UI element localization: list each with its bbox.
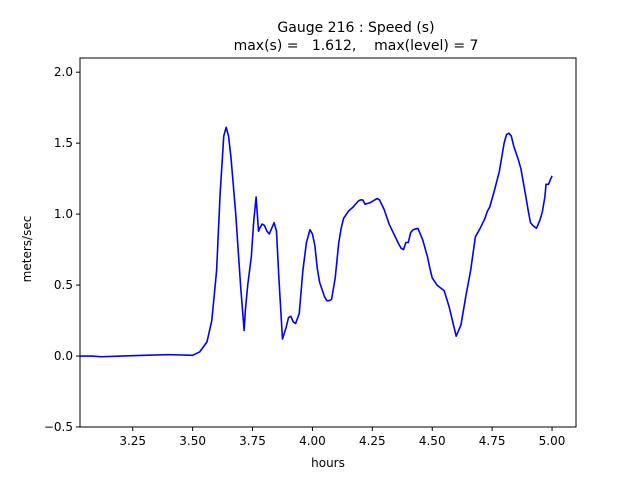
y-tick-label: 1.0: [54, 207, 73, 221]
chart-title-line-2: max(s) = 1.612, max(level) = 7: [234, 38, 479, 54]
x-tick-label: 3.75: [239, 434, 266, 448]
x-tick-label: 5.00: [539, 434, 566, 448]
x-tick-label: 4.50: [419, 434, 446, 448]
x-tick-label: 4.75: [479, 434, 506, 448]
x-tick-label: 3.50: [179, 434, 206, 448]
plot-area: 3.25 3.50 3.75 4.00 4.25 4.50 4.75 5.00 −0.5 0.0 0…: [44, 57, 577, 448]
chart-title-line-1: Gauge 216 : Speed (s): [277, 20, 434, 36]
axes-frame: [79, 57, 577, 428]
y-tick-label: 2.0: [54, 65, 73, 79]
y-tick-label: 0.5: [54, 278, 73, 292]
x-axis-label: hours: [311, 456, 345, 470]
y-tick-label: 0.0: [54, 349, 73, 363]
x-tick-label: 4.25: [359, 434, 386, 448]
y-tick-label: −0.5: [44, 420, 73, 434]
y-tick-label: 1.5: [54, 136, 73, 150]
series-line-0: [80, 126, 553, 358]
x-tick-label: 3.25: [119, 434, 146, 448]
x-tick-label: 4.00: [299, 434, 326, 448]
y-axis-label: meters/sec: [20, 216, 34, 283]
